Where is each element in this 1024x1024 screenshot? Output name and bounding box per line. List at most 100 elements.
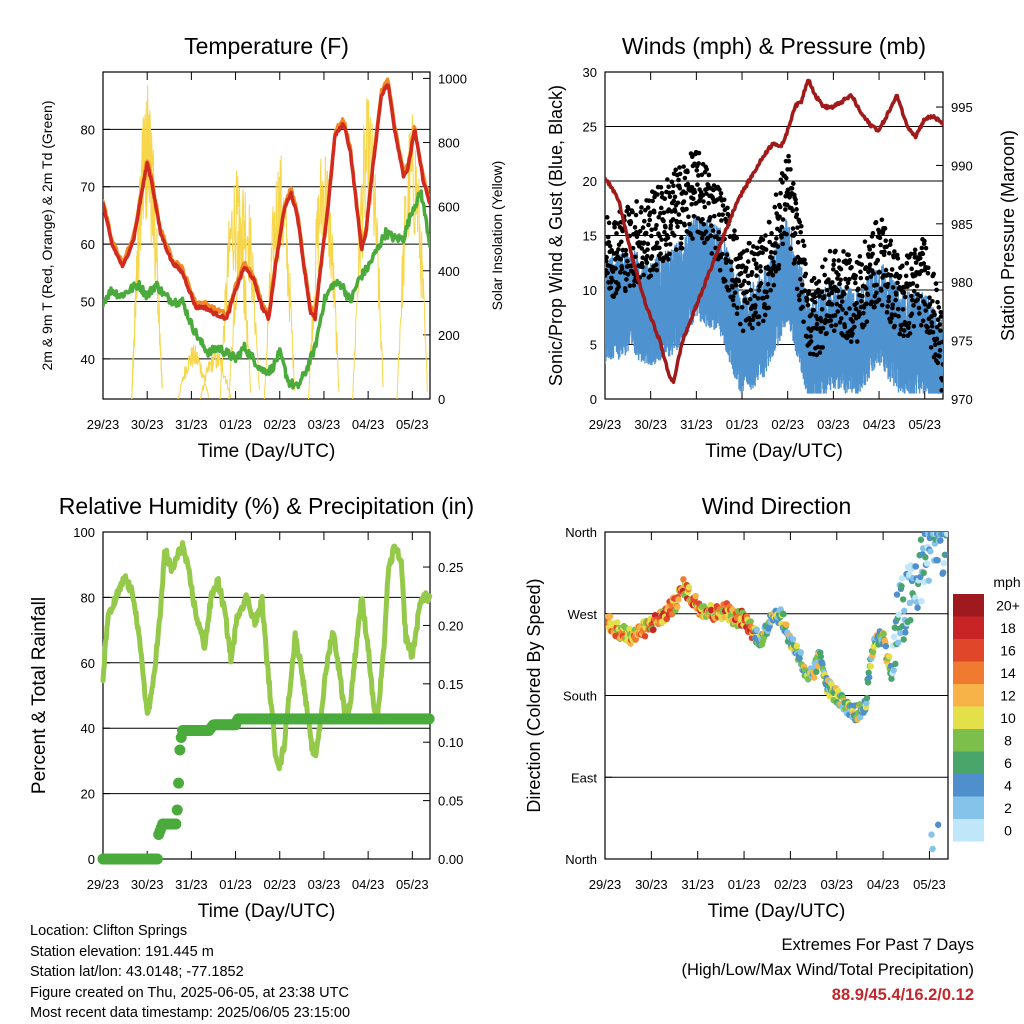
y2-tick-label: 600 bbox=[438, 200, 460, 215]
gust-point bbox=[888, 238, 894, 244]
gust-point bbox=[653, 262, 659, 267]
gust-point bbox=[932, 342, 938, 348]
gust-point bbox=[805, 302, 811, 308]
gust-point bbox=[733, 282, 739, 288]
gust-point bbox=[937, 354, 942, 359]
colorbar-swatch bbox=[953, 706, 984, 729]
gust-point bbox=[911, 323, 917, 329]
y-tick-label: 25 bbox=[583, 120, 597, 135]
x-tick-label: 29/23 bbox=[589, 417, 622, 432]
gust-point bbox=[605, 258, 609, 264]
gust-point bbox=[625, 272, 631, 277]
x-tick-label: 02/23 bbox=[263, 877, 296, 892]
gust-point bbox=[730, 294, 736, 299]
gust-point bbox=[873, 219, 879, 225]
gust-point bbox=[879, 217, 885, 223]
x-tick-label: 31/23 bbox=[175, 877, 208, 892]
gust-point bbox=[861, 310, 866, 316]
gust-point bbox=[938, 328, 943, 333]
gust-point bbox=[786, 153, 791, 159]
gust-point bbox=[703, 229, 709, 234]
y2-tick-label: 0.00 bbox=[438, 852, 463, 867]
direction-point bbox=[789, 636, 797, 643]
y-tick-label: West bbox=[568, 607, 598, 622]
gust-point bbox=[777, 204, 783, 210]
gust-point bbox=[882, 249, 887, 255]
gust-point bbox=[673, 247, 679, 252]
direction-point bbox=[897, 629, 904, 637]
x-tick-label: 05/23 bbox=[396, 417, 429, 432]
gust-point bbox=[829, 323, 834, 329]
gust-point bbox=[846, 333, 851, 339]
gust-point bbox=[931, 271, 936, 277]
colorbar-swatch bbox=[953, 616, 984, 639]
gust-point bbox=[732, 228, 737, 234]
gust-point bbox=[906, 320, 912, 326]
gust-point bbox=[606, 220, 612, 226]
gust-point bbox=[753, 310, 758, 316]
direction-point bbox=[937, 537, 944, 544]
gust-point bbox=[921, 261, 927, 266]
gust-point bbox=[765, 281, 771, 287]
gust-point bbox=[654, 267, 660, 273]
gust-point bbox=[860, 293, 865, 299]
gust-point bbox=[754, 273, 759, 278]
colorbar-swatch bbox=[953, 594, 984, 617]
x-axis-label: Time (Day/UTC) bbox=[705, 441, 843, 462]
direction-point bbox=[680, 576, 687, 583]
gust-point bbox=[925, 270, 931, 276]
gust-point bbox=[682, 222, 687, 228]
direction-point bbox=[922, 554, 929, 561]
gust-point bbox=[811, 275, 817, 281]
panel-title: Relative Humidity (%) & Precipitation (i… bbox=[59, 493, 474, 519]
gust-point bbox=[768, 287, 773, 293]
gust-point bbox=[676, 212, 682, 217]
gust-point bbox=[804, 334, 810, 339]
gust-point bbox=[681, 199, 687, 204]
gust-point bbox=[683, 190, 689, 196]
gust-point bbox=[643, 230, 649, 236]
gust-point bbox=[814, 352, 819, 358]
gust-point bbox=[704, 166, 709, 172]
plot-area bbox=[605, 532, 948, 853]
direction-point bbox=[907, 617, 914, 624]
gust-point bbox=[827, 248, 833, 254]
direction-point bbox=[650, 626, 657, 633]
gust-point bbox=[673, 209, 678, 214]
gust-point bbox=[675, 224, 680, 229]
direction-point bbox=[747, 618, 754, 625]
gust-point bbox=[892, 323, 897, 329]
colorbar-swatch bbox=[953, 639, 984, 662]
solar-line bbox=[352, 98, 384, 399]
gust-point bbox=[783, 175, 789, 181]
gust-point bbox=[925, 325, 930, 330]
direction-point bbox=[614, 619, 621, 626]
gust-point bbox=[845, 280, 851, 286]
gust-point bbox=[681, 164, 686, 169]
direction-point bbox=[857, 714, 864, 721]
gust-point bbox=[736, 278, 742, 284]
direction-point bbox=[934, 557, 941, 564]
plot-area bbox=[97, 540, 435, 865]
gust-point bbox=[684, 206, 689, 212]
colorbar-label: 8 bbox=[1004, 732, 1012, 748]
gust-point bbox=[662, 196, 668, 202]
gust-point bbox=[773, 192, 779, 197]
gust-point bbox=[940, 377, 943, 383]
gust-point bbox=[851, 312, 857, 318]
gust-point bbox=[667, 241, 673, 247]
gust-point bbox=[824, 287, 830, 293]
gust-point bbox=[685, 169, 690, 175]
gust-point bbox=[610, 278, 615, 283]
gust-point bbox=[760, 237, 766, 242]
gust-point bbox=[883, 267, 889, 273]
gust-point bbox=[940, 339, 943, 345]
x-tick-label: 04/23 bbox=[867, 877, 900, 892]
gust-point bbox=[928, 345, 934, 350]
gust-point bbox=[659, 190, 665, 196]
gust-point bbox=[756, 321, 761, 327]
gust-point bbox=[613, 291, 619, 296]
gust-point bbox=[716, 236, 721, 242]
x-tick-label: 30/23 bbox=[131, 877, 164, 892]
y-tick-label: 20 bbox=[81, 787, 95, 802]
